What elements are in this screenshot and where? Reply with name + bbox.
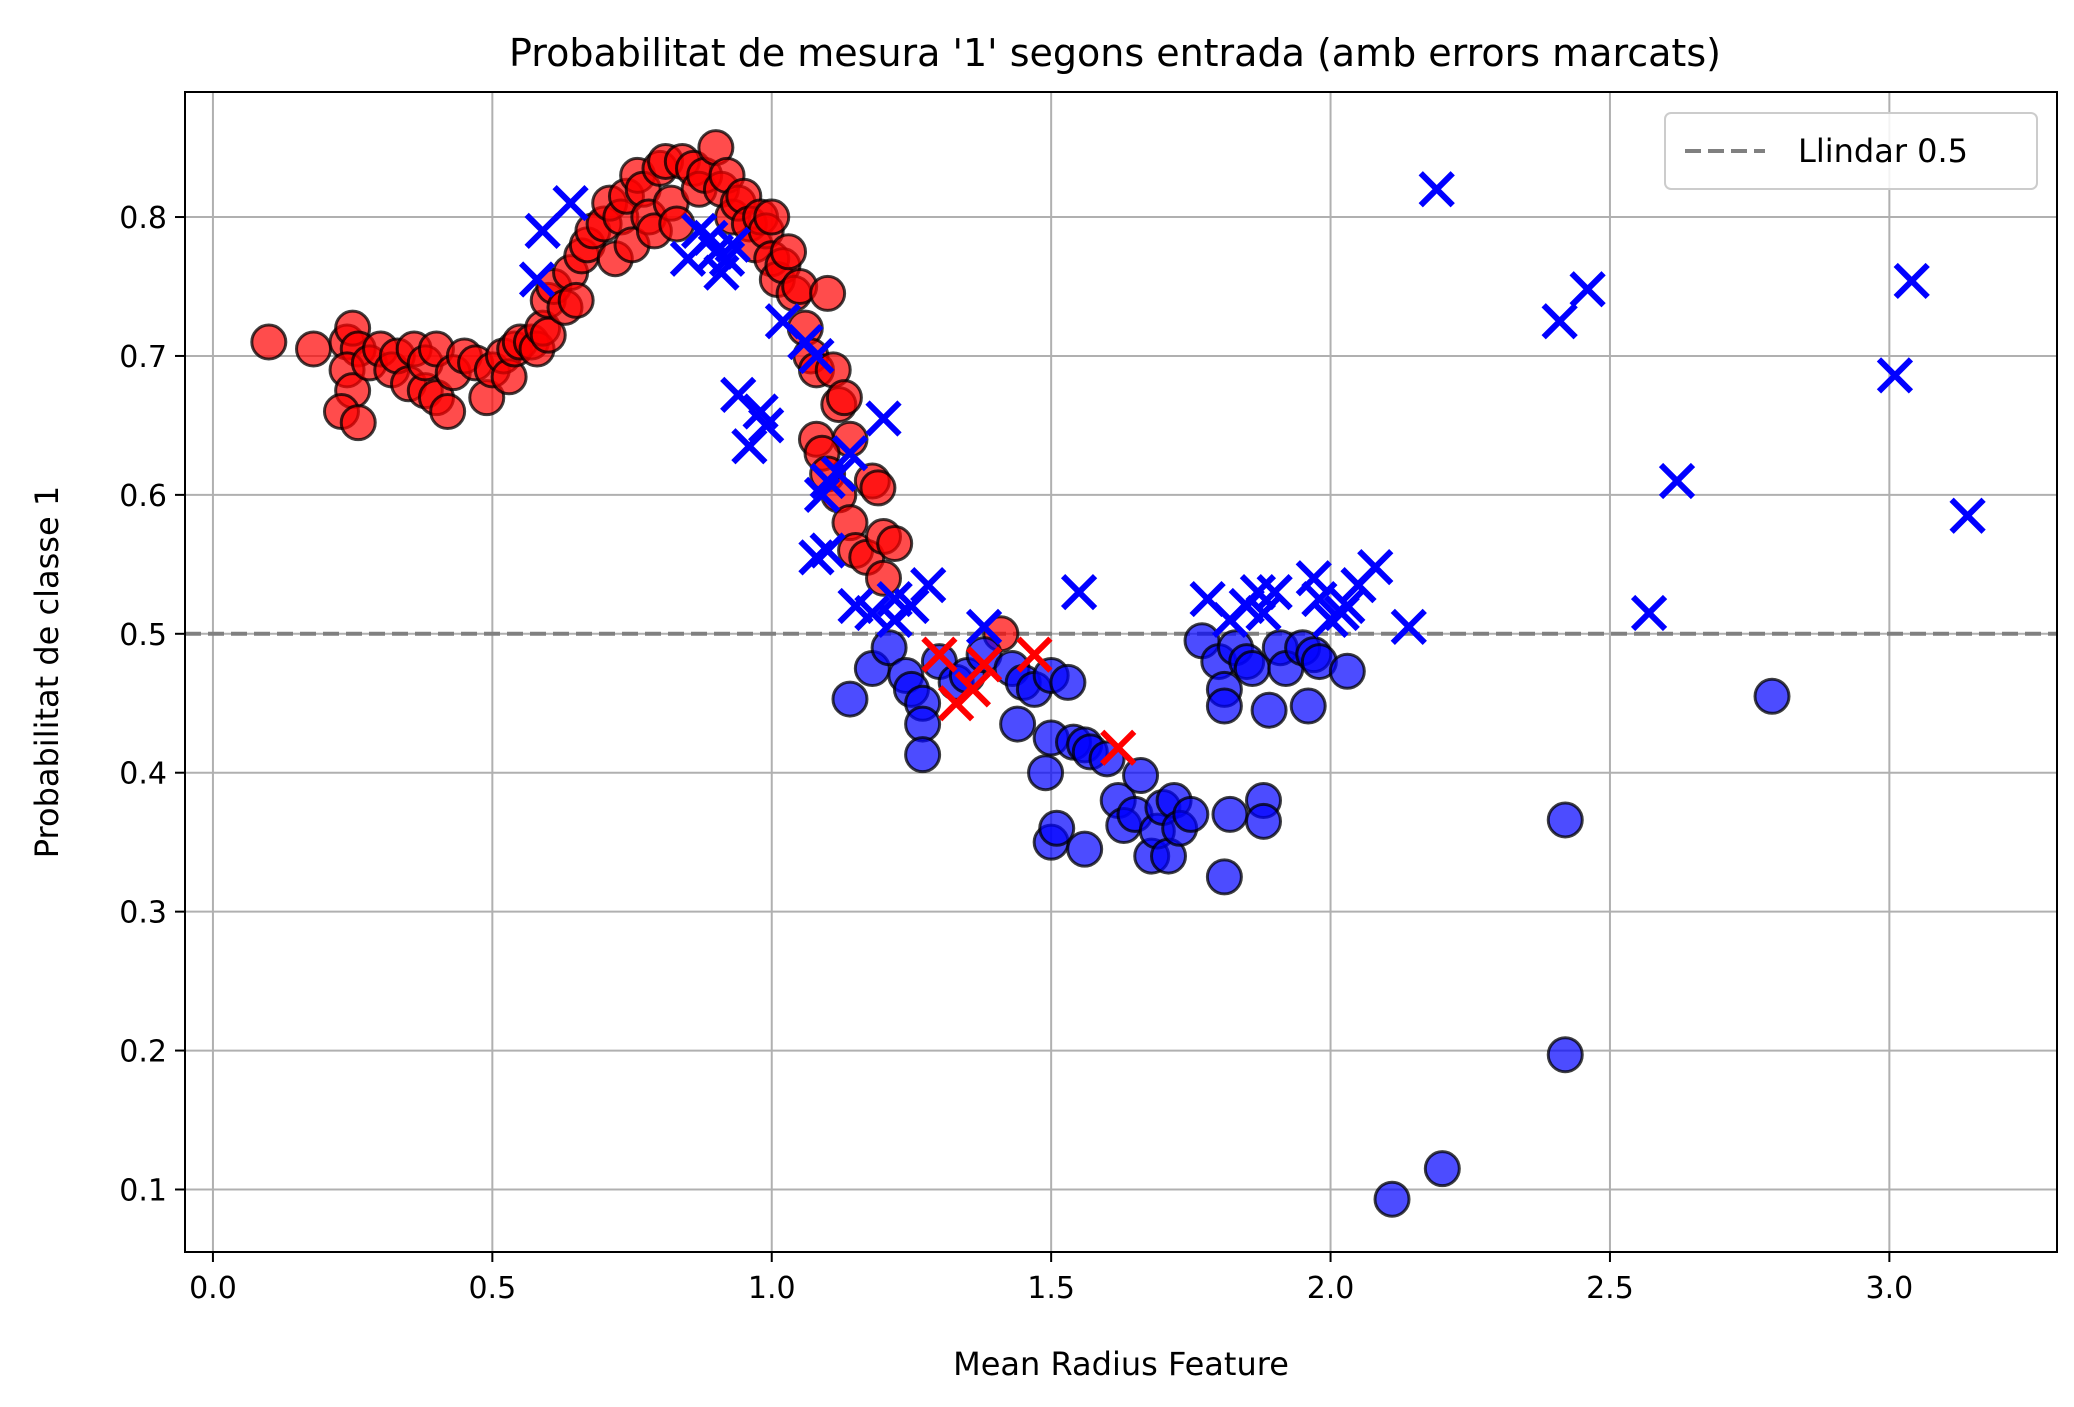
data-point-circle — [831, 680, 869, 718]
y-tick-label: 0.3 — [119, 896, 167, 931]
data-point-x — [876, 601, 913, 639]
data-points — [250, 129, 1986, 1218]
plot-frame — [184, 91, 2058, 1253]
data-point-x — [1245, 594, 1282, 632]
data-point-circle — [770, 233, 808, 271]
data-point-x — [524, 212, 561, 250]
data-point-circle — [429, 393, 467, 431]
data-point-circle — [557, 281, 595, 319]
data-point-circle — [1211, 795, 1249, 833]
x-tick-label: 3.0 — [1865, 1271, 1913, 1306]
data-point-circle — [809, 274, 847, 312]
data-point-circle — [1423, 1150, 1461, 1188]
data-point-circle — [1122, 756, 1160, 794]
data-point-x — [1949, 497, 1986, 534]
data-point-x — [1893, 262, 1930, 300]
x-axis-ticks: 0.0 0.5 1.0 1.5 2.0 2.5 3.0 — [189, 1252, 1913, 1306]
data-point-x — [831, 435, 869, 472]
data-point-circle — [876, 524, 914, 562]
data-point-x — [748, 407, 785, 444]
data-point-x — [809, 532, 846, 569]
data-point-circle — [859, 469, 897, 507]
data-point-x — [1541, 303, 1578, 340]
data-point-circle — [1250, 691, 1288, 729]
data-point-circle — [999, 705, 1037, 743]
data-point-x — [865, 400, 902, 437]
data-point-x — [518, 261, 556, 298]
data-point-x — [552, 185, 589, 222]
data-point-x — [910, 567, 947, 604]
x-tick-label: 0.5 — [468, 1271, 516, 1306]
data-point-x — [1301, 580, 1338, 618]
y-tick-label: 0.5 — [119, 618, 167, 653]
legend: Llindar 0.5 — [1664, 112, 2038, 190]
data-point-x — [1876, 357, 1914, 394]
data-point-x — [854, 594, 891, 632]
data-point-circle — [904, 705, 942, 743]
x-axis-label: Mean Radius Feature — [953, 1345, 1289, 1383]
data-point-circle — [1038, 809, 1076, 847]
data-point-x — [714, 226, 751, 263]
y-tick-label: 0.7 — [119, 340, 167, 375]
data-point-circle — [904, 736, 942, 774]
data-point-circle — [1328, 652, 1366, 690]
data-point-x — [1569, 271, 1606, 308]
x-tick-label: 1.5 — [1027, 1271, 1075, 1306]
x-tick-label: 0.0 — [189, 1271, 237, 1306]
data-point-x — [965, 646, 1003, 683]
data-point-x — [954, 671, 992, 708]
data-point-x — [1256, 573, 1293, 611]
data-point-circle — [339, 404, 377, 442]
data-point-x — [1418, 171, 1455, 208]
data-point-circle — [1205, 687, 1243, 725]
data-point-x — [1329, 587, 1366, 625]
y-tick-label: 0.1 — [119, 1173, 167, 1208]
y-tick-label: 0.4 — [119, 757, 167, 792]
data-point-x — [1658, 462, 1696, 500]
data-point-x — [1239, 573, 1277, 611]
data-point-circle — [753, 198, 791, 236]
data-point-circle — [1373, 1180, 1411, 1218]
data-point-circle — [1546, 801, 1584, 839]
data-point-circle — [870, 629, 908, 667]
data-point-x — [1390, 608, 1427, 645]
data-point-circle — [1753, 677, 1791, 715]
data-point-x — [1630, 594, 1668, 632]
x-tick-label: 2.0 — [1307, 1271, 1355, 1306]
data-point-x — [720, 376, 757, 413]
legend-threshold-label: Llindar 0.5 — [1798, 132, 1968, 170]
data-point-circle — [1066, 830, 1104, 868]
data-point-circle — [1049, 663, 1087, 701]
y-tick-label: 0.8 — [119, 201, 167, 236]
data-point-circle — [250, 323, 288, 361]
chart-title: Probabilitat de mesura '1' segons entrad… — [509, 31, 1721, 75]
data-point-x — [1016, 636, 1053, 673]
data-point-circle — [1244, 802, 1282, 840]
data-point-x — [1060, 573, 1098, 611]
data-point-x — [965, 608, 1003, 645]
data-point-x — [798, 337, 835, 375]
data-point-x — [921, 636, 958, 673]
plot-area — [185, 92, 2057, 1252]
data-point-x — [1295, 560, 1332, 597]
data-point-circle — [865, 559, 903, 597]
y-axis-ticks: 0.1 0.2 0.3 0.4 0.5 0.6 0.7 0.8 — [119, 201, 185, 1208]
data-point-circle — [825, 379, 863, 417]
data-point-circle — [1289, 687, 1327, 725]
data-point-circle — [1172, 795, 1210, 833]
data-point-x — [1357, 548, 1394, 586]
data-point-x — [820, 455, 857, 493]
y-axis-label: Probabilitat de classe 1 — [28, 486, 66, 858]
y-tick-label: 0.2 — [119, 1035, 167, 1070]
data-point-circle — [295, 330, 333, 368]
data-point-x — [1100, 729, 1137, 766]
data-point-circle — [1027, 754, 1065, 792]
x-tick-label: 2.5 — [1586, 1271, 1634, 1306]
data-point-circle — [1205, 858, 1243, 896]
data-point-circle — [1546, 1036, 1584, 1074]
x-tick-label: 1.0 — [748, 1271, 796, 1306]
y-tick-label: 0.6 — [119, 479, 167, 514]
legend-box — [1664, 112, 2038, 190]
